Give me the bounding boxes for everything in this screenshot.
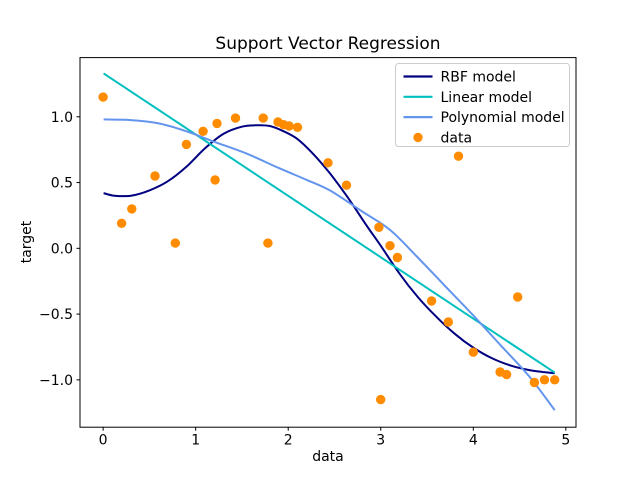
legend-label-linear-model: Linear model [441, 90, 533, 106]
data-point [468, 347, 478, 357]
rbf-model-line [103, 124, 555, 375]
legend-entry-linear-model: Linear model [403, 90, 533, 106]
data-point [127, 204, 137, 214]
data-point [150, 171, 160, 181]
data-point [292, 122, 303, 132]
legend-swatch-data [413, 132, 423, 143]
x-tick-label-4: 4 [469, 433, 478, 449]
data-point [453, 151, 464, 161]
data-points [98, 92, 560, 405]
data-point [212, 118, 222, 129]
data-point [116, 218, 127, 228]
legend-label-data: data [441, 130, 473, 146]
legend-entry-rbf-model: RBF model [403, 70, 516, 86]
data-point [98, 92, 108, 102]
data-point [230, 113, 241, 123]
axis-ticks: 0 1 2 3 4 5 −1.0 −0.5 0.0 0.5 1.0 [39, 110, 570, 449]
data-point [513, 292, 523, 302]
data-point [550, 375, 560, 385]
data-point [374, 222, 384, 232]
data-point [341, 180, 352, 190]
x-tick-label-5: 5 [561, 433, 570, 449]
data-point [170, 238, 180, 248]
x-tick-label-2: 2 [284, 433, 293, 449]
data-point [501, 369, 512, 380]
data-point [385, 241, 395, 251]
data-point [323, 158, 333, 168]
data-point [210, 175, 220, 185]
data-point [426, 296, 437, 306]
y-axis-label: target [19, 220, 35, 263]
data-point [181, 139, 192, 150]
y-tick-label-1: −0.5 [39, 307, 73, 323]
plot-area [79, 57, 577, 428]
legend: RBF model Linear model Polynomial model dat… [395, 63, 570, 147]
data-point [263, 238, 273, 248]
legend-entry-polynomial-model: Polynomial model [403, 110, 565, 126]
y-tick-label-2: 0.0 [51, 241, 73, 257]
series-layer [98, 72, 560, 411]
data-point [376, 394, 386, 405]
chart-title: Support Vector Regression [215, 34, 440, 54]
x-tick-label-3: 3 [376, 433, 385, 449]
data-point [539, 375, 550, 385]
polynomial-model-line [103, 118, 556, 411]
y-tick-label-0: −1.0 [39, 373, 73, 389]
legend-label-rbf-model: RBF model [441, 70, 516, 86]
y-tick-label-4: 1.0 [51, 110, 73, 126]
legend-entry-data: data [413, 130, 472, 146]
data-point [284, 121, 294, 131]
y-tick-label-3: 0.5 [51, 176, 73, 192]
data-point [529, 377, 540, 388]
data-point [258, 113, 268, 123]
data-point [392, 252, 403, 263]
data-point [198, 126, 208, 136]
data-point [443, 317, 453, 327]
x-tick-label-0: 0 [99, 433, 108, 449]
legend-box [395, 63, 570, 147]
x-axis-label: data [312, 449, 344, 465]
x-tick-label-1: 1 [191, 433, 200, 449]
axes-frame [79, 57, 577, 428]
legend-label-polynomial-model: Polynomial model [441, 110, 565, 126]
